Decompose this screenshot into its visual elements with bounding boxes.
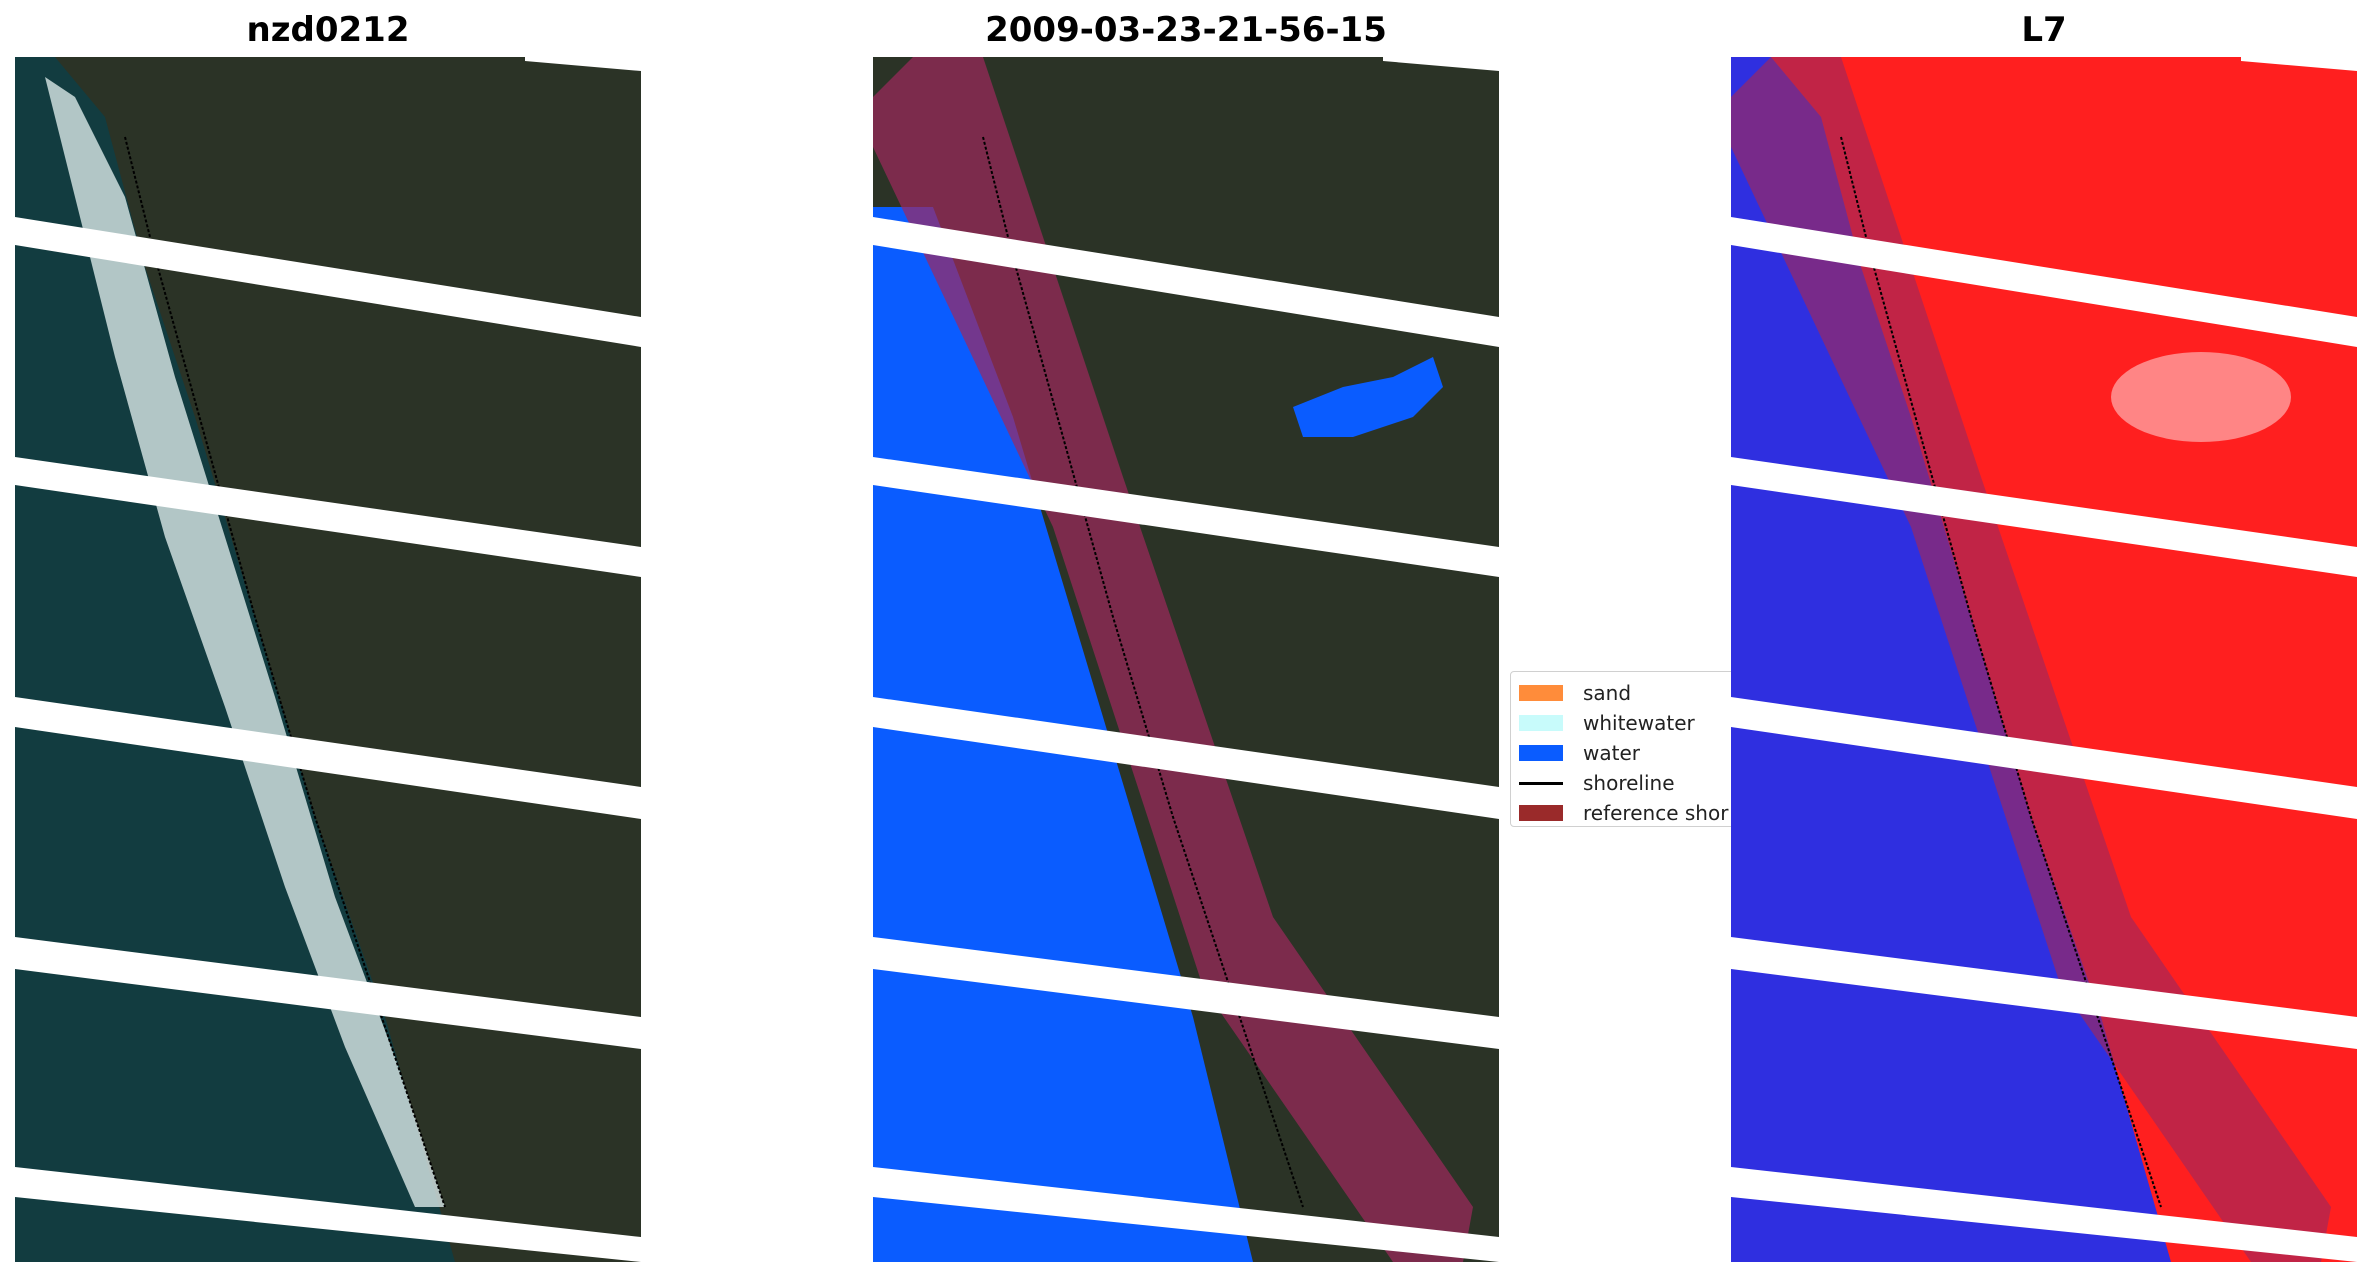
legend-label-reference-shoreline: reference shor [1583,801,1729,825]
no-data-stripes [15,57,641,1262]
reference-shoreline-buffer [873,57,1473,1262]
panel-title-rgb: nzd0212 [246,10,410,50]
index-image-panel [1731,57,2357,1262]
whitewater-swatch [1519,715,1563,731]
water-swatch [1519,745,1563,761]
panel-title-index: L7 [2021,10,2067,50]
no-data-stripes [1731,57,2357,1262]
legend-item-whitewater: whitewater [1519,708,1849,738]
classified-image-panel [873,57,1499,1262]
legend-label-whitewater: whitewater [1583,711,1695,735]
no-data-stripes [873,57,1499,1262]
legend-item-sand: sand [1519,678,1849,708]
sand-swatch [1519,685,1563,701]
reference-shoreline-buffer [1731,57,2331,1262]
legend-item-shoreline: shoreline [1519,768,1849,798]
land-index-highlight [2111,352,2291,442]
reference-shoreline-swatch [1519,805,1563,821]
legend-item-water: water [1519,738,1849,768]
legend-label-shoreline: shoreline [1583,771,1675,795]
panel-title-classified: 2009-03-23-21-56-15 [985,10,1387,50]
surf-zone [45,77,445,1207]
legend-item-reference-shoreline: reference shor [1519,798,1849,828]
shoreline-swatch [1519,781,1563,785]
rgb-image-panel [15,57,641,1262]
legend-label-water: water [1583,741,1640,765]
legend-label-sand: sand [1583,681,1632,705]
inland-water-class [1293,357,1443,437]
